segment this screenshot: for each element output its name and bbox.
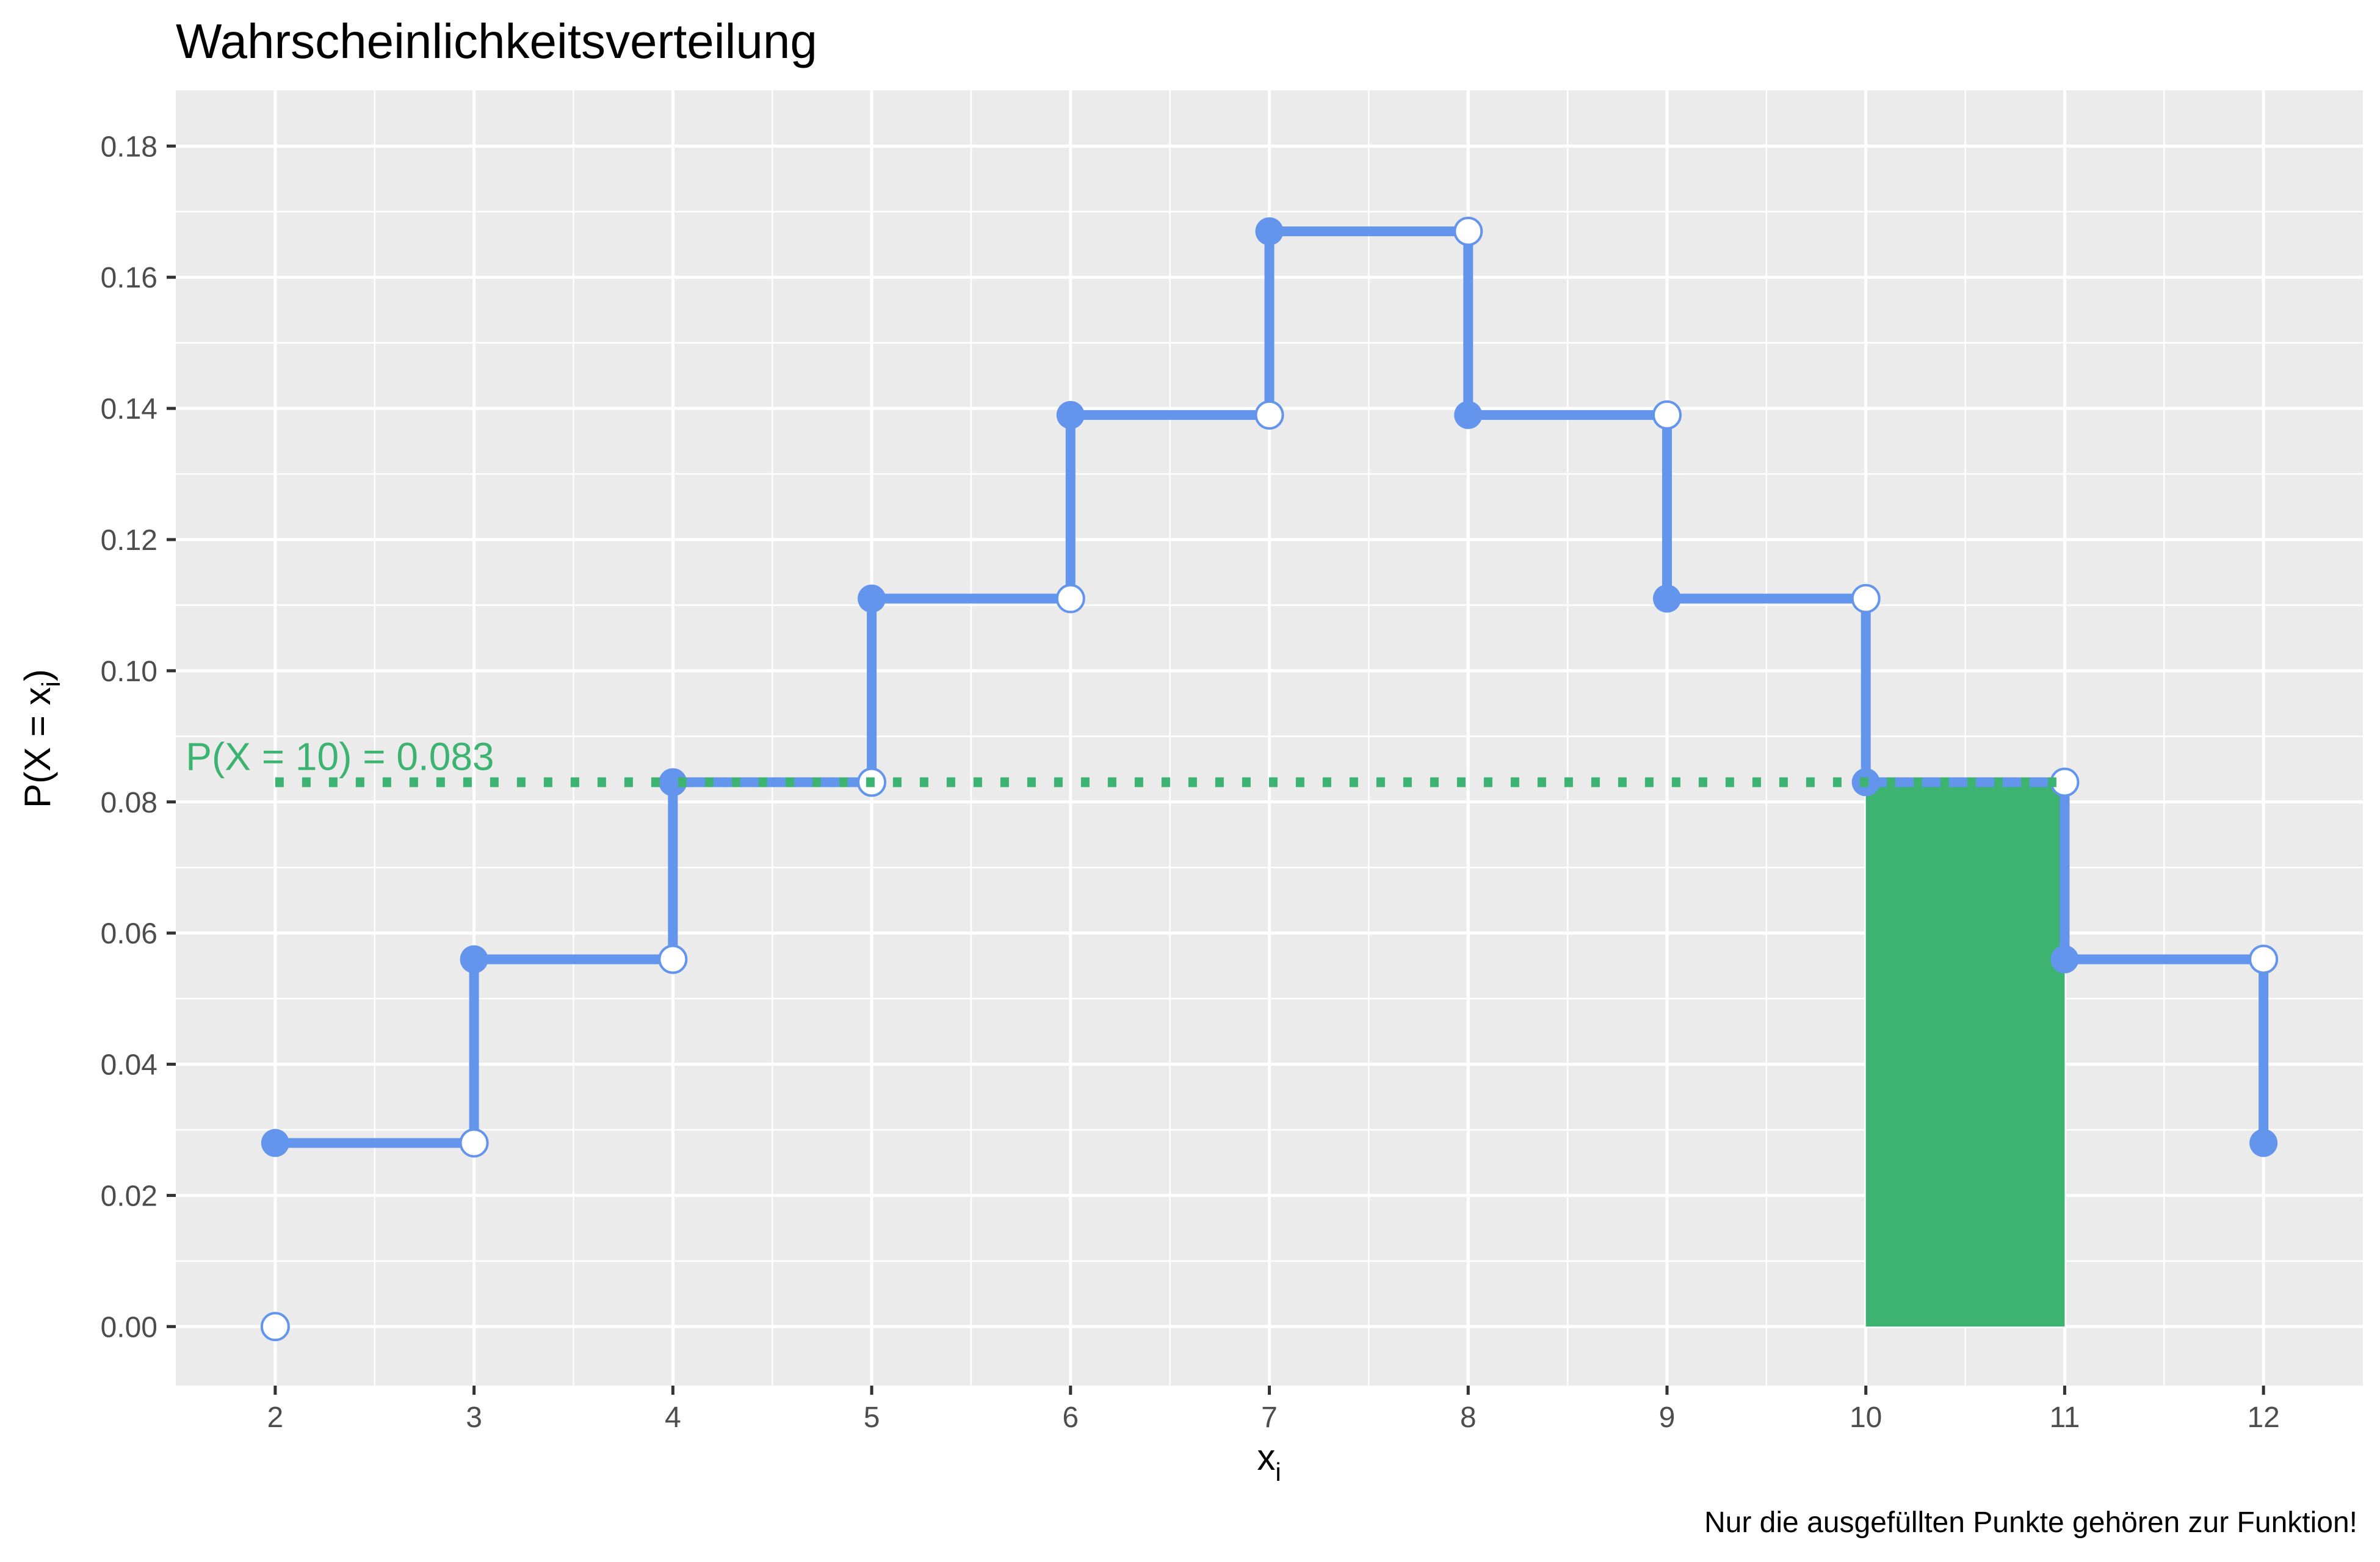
y-axis-title: P(X = xi) <box>17 669 65 808</box>
x-axis: 2 3 4 5 6 7 8 9 10 11 12 <box>267 1386 2280 1434</box>
open-point <box>1055 584 1085 613</box>
y-axis-title-subscript: i <box>37 681 65 687</box>
open-point <box>1254 400 1284 430</box>
filled-point <box>460 945 488 974</box>
filled-point <box>1056 400 1085 429</box>
open-point <box>459 1128 489 1158</box>
open-point <box>260 1312 290 1342</box>
annotation-layer: P(X = 10) = 0.083 <box>186 735 2065 787</box>
x-tick-label: 12 <box>2247 1401 2279 1434</box>
highlight-layer <box>1865 782 2065 1327</box>
y-tick-label: 0.02 <box>101 1180 157 1212</box>
y-tick-label: 0.10 <box>101 656 157 688</box>
y-tick-label: 0.12 <box>101 524 157 557</box>
y-tick-label: 0.04 <box>101 1049 157 1082</box>
y-tick-label: 0.14 <box>101 393 157 425</box>
filled-point <box>858 584 886 613</box>
x-axis-title-main: x <box>1257 1437 1275 1478</box>
y-tick-label: 0.16 <box>101 262 157 294</box>
y-axis-title-main: P(X = x <box>17 687 58 808</box>
highlight-bar <box>1865 782 2065 1327</box>
y-tick-label: 0.00 <box>101 1311 157 1343</box>
x-axis-title: xi <box>1257 1437 1281 1486</box>
x-axis-title-subscript: i <box>1275 1458 1281 1486</box>
filled-point <box>659 768 687 797</box>
x-tick-label: 8 <box>1460 1401 1477 1434</box>
filled-point <box>1652 584 1681 613</box>
filled-point <box>1454 400 1483 429</box>
y-tick-label: 0.18 <box>101 131 157 163</box>
step-function <box>275 226 2269 1148</box>
x-tick-label: 5 <box>864 1401 880 1434</box>
chart-title: Wahrscheinlichkeitsverteilung <box>176 14 817 68</box>
y-tick-label: 0.06 <box>101 918 157 950</box>
open-point <box>1652 400 1682 430</box>
open-point <box>1453 217 1483 247</box>
x-tick-label: 2 <box>267 1401 284 1434</box>
open-point <box>658 944 688 974</box>
x-tick-label: 10 <box>1850 1401 1882 1434</box>
x-tick-label: 7 <box>1261 1401 1278 1434</box>
x-tick-label: 4 <box>665 1401 681 1434</box>
x-tick-label: 6 <box>1062 1401 1079 1434</box>
filled-point <box>261 1129 289 1157</box>
points <box>260 217 2279 1342</box>
x-tick-label: 3 <box>466 1401 482 1434</box>
filled-point <box>2050 945 2079 974</box>
open-point <box>2249 944 2279 974</box>
y-axis-title-close: ) <box>17 669 58 681</box>
open-point <box>1851 584 1881 613</box>
filled-point <box>1255 217 1284 246</box>
y-axis: 0.00 0.02 0.04 0.06 0.08 0.10 0.12 0.14 0.16 0.18 <box>101 131 176 1343</box>
x-tick-label: 11 <box>2049 1401 2080 1434</box>
chart-caption: Nur die ausgefüllten Punkte gehören zur … <box>1704 1506 2357 1539</box>
highlight-label: P(X = 10) = 0.083 <box>186 735 494 779</box>
filled-point <box>2249 1129 2278 1157</box>
y-tick-label: 0.08 <box>101 787 157 819</box>
x-tick-label: 9 <box>1659 1401 1676 1434</box>
